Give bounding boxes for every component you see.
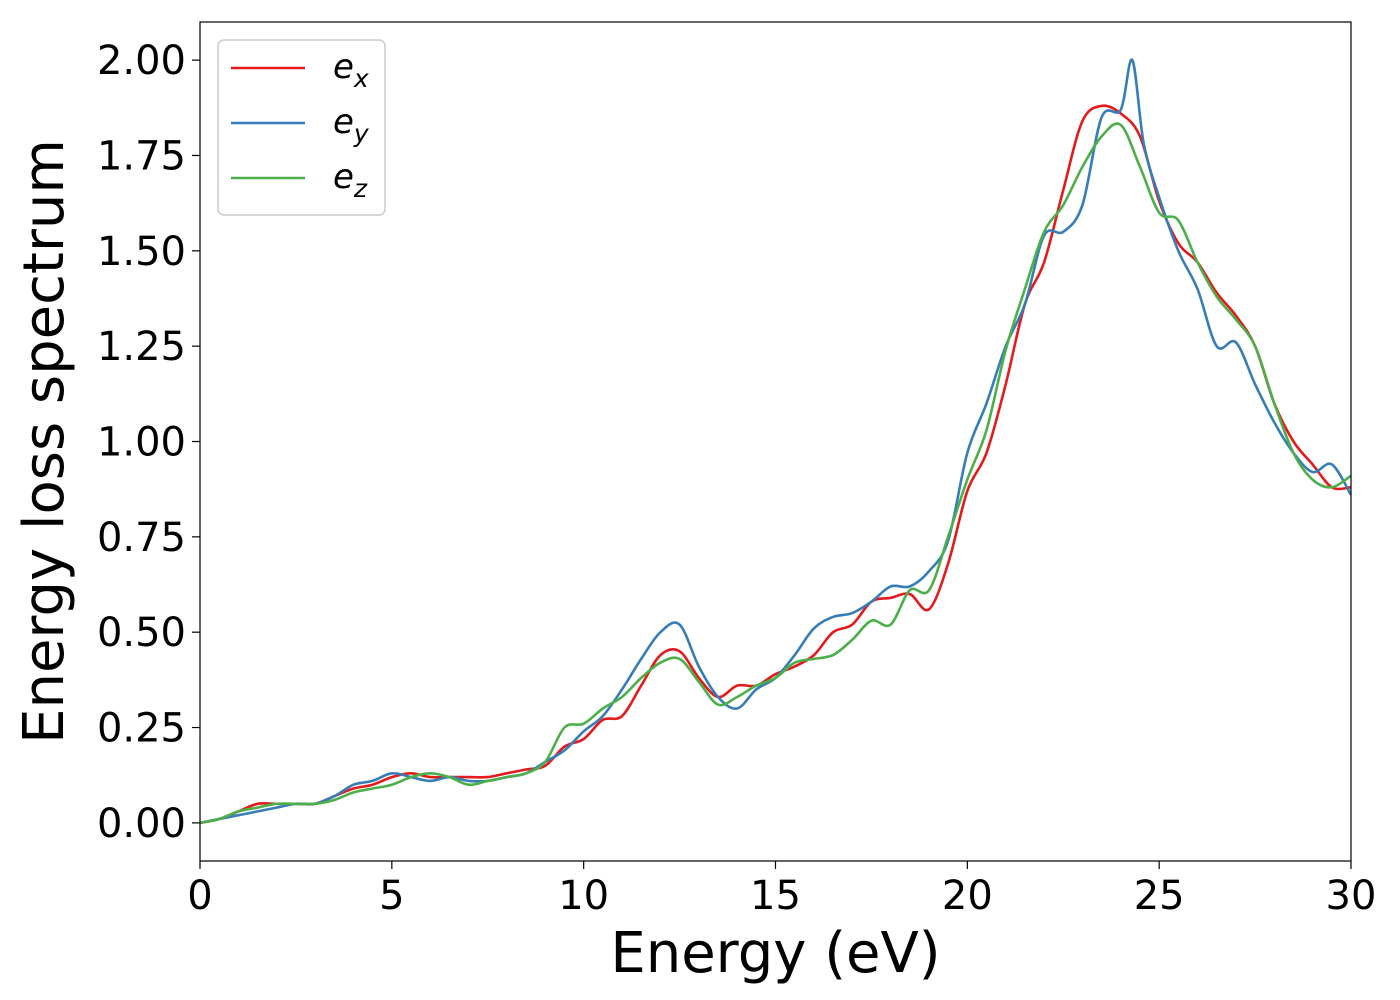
legend-label-x: ex xyxy=(333,47,369,93)
legend: ex ey ez xyxy=(217,39,386,216)
y-tick-label: 1.25 xyxy=(97,324,186,370)
x-tick-label: 20 xyxy=(942,873,993,919)
y-axis-title: Energy loss spectrum xyxy=(12,139,77,744)
y-tick-label: 0.50 xyxy=(97,610,186,656)
legend-box xyxy=(217,39,386,216)
x-tick-label: 0 xyxy=(187,873,212,919)
x-tick-label: 5 xyxy=(379,873,404,919)
x-tick-label: 10 xyxy=(558,873,609,919)
y-axis: 0.00 0.25 0.50 0.75 1.00 1.25 1.50 1.75 2.00 xyxy=(97,38,200,847)
legend-label-z: ez xyxy=(333,157,368,203)
series-line-y xyxy=(200,58,1351,825)
x-axis: 0 5 10 15 20 25 30 xyxy=(187,861,1376,919)
y-tick-label: 1.50 xyxy=(97,229,186,275)
plot-lines xyxy=(200,58,1351,825)
y-tick-label: 1.75 xyxy=(97,133,186,179)
legend-label-y: ey xyxy=(333,102,370,148)
y-tick-label: 0.25 xyxy=(97,706,186,752)
y-tick-label: 0.75 xyxy=(97,515,186,561)
x-tick-label: 15 xyxy=(750,873,801,919)
series-line-z xyxy=(200,122,1351,825)
x-tick-label: 25 xyxy=(1134,873,1185,919)
y-tick-label: 0.00 xyxy=(97,801,186,847)
y-tick-label: 1.00 xyxy=(97,420,186,466)
x-axis-title: Energy (eV) xyxy=(610,921,940,986)
x-tick-label: 30 xyxy=(1326,873,1377,919)
y-tick-label: 2.00 xyxy=(97,38,186,84)
